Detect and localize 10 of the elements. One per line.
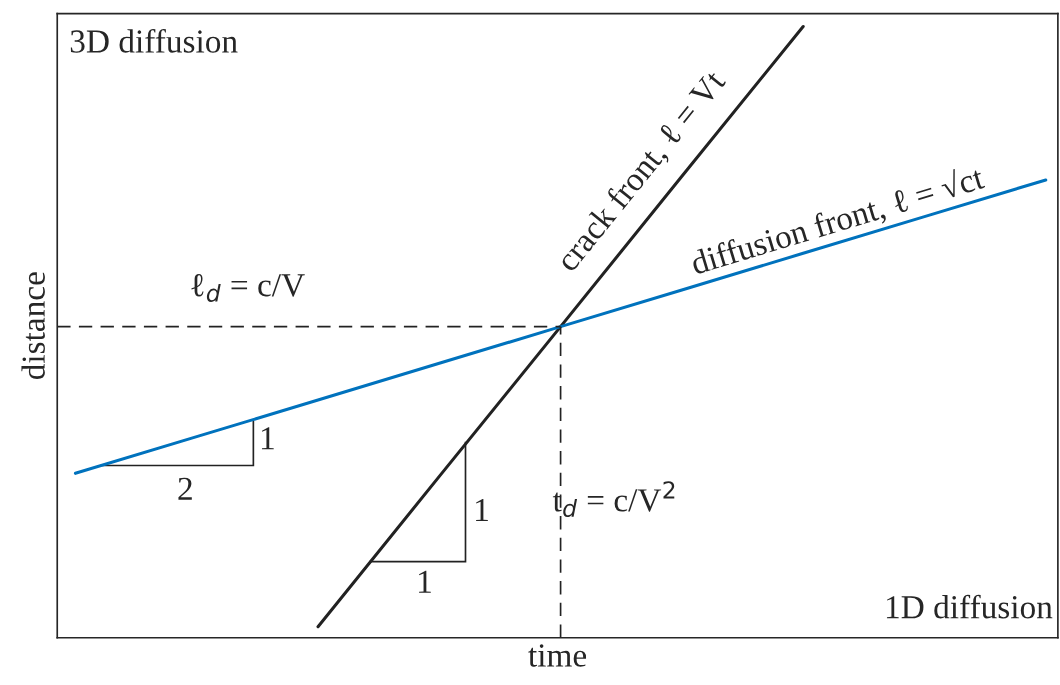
annotation: ℓ$_{d}$ = c/V <box>191 273 305 302</box>
annotation: 1D diffusion <box>886 594 1053 619</box>
x-axis-title: time <box>528 644 587 667</box>
y-axis-title: distance <box>21 272 45 380</box>
annotation: 2 <box>178 477 192 500</box>
annotation: 1 <box>261 427 274 450</box>
annotation: 1 <box>476 498 488 521</box>
annotation: 3D diffusion <box>70 28 238 53</box>
annotation: 1 <box>419 570 431 593</box>
annotation: diffusion front, ℓ = √ct <box>688 162 987 280</box>
